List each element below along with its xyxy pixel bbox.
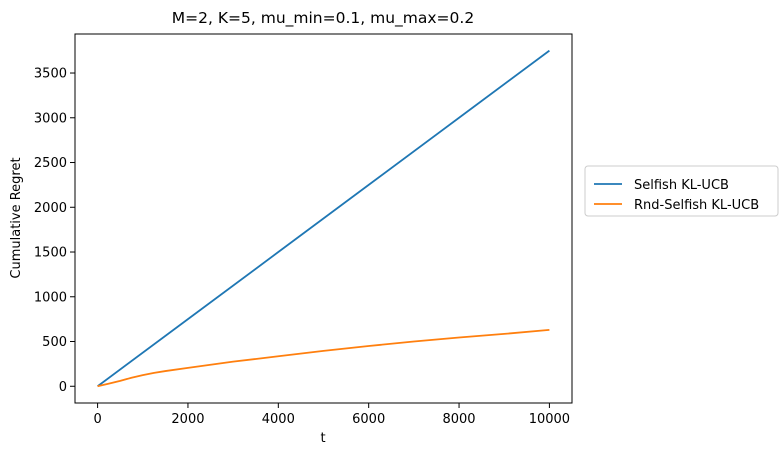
legend-label-selfish-kl-ucb: Selfish KL-UCB (634, 178, 729, 193)
x-tick-label: 4000 (262, 412, 295, 427)
y-tick-label: 3500 (34, 67, 67, 82)
y-tick-label: 500 (42, 335, 67, 350)
y-axis-ticks: 0 500 1000 1500 2000 2500 3000 3500 (34, 67, 75, 395)
legend: Selfish KL-UCB Rnd-Selfish KL-UCB (584, 165, 779, 217)
x-tick-label: 0 (93, 412, 101, 427)
y-tick-label: 2500 (34, 156, 67, 171)
x-tick-label: 2000 (171, 412, 204, 427)
plot-frame (74, 33, 573, 404)
series-line-rnd-selfish-kl-ucb (97, 328, 550, 388)
y-tick-label: 3000 (34, 111, 67, 126)
x-axis-ticks: 0 2000 4000 6000 8000 10000 (93, 403, 570, 427)
series-line-selfish-kl-ucb (97, 49, 550, 387)
y-tick-label: 2000 (34, 201, 67, 216)
x-axis-label: t (320, 431, 325, 446)
legend-box (584, 165, 779, 217)
series-layer (97, 49, 550, 388)
chart-title: M=2, K=5, mu_min=0.1, mu_max=0.2 (172, 9, 474, 28)
y-tick-label: 0 (59, 380, 67, 395)
x-tick-label: 8000 (442, 412, 475, 427)
x-tick-label: 10000 (529, 412, 570, 427)
y-tick-label: 1000 (34, 290, 67, 305)
x-tick-label: 6000 (352, 412, 385, 427)
legend-label-rnd-selfish-kl-ucb: Rnd-Selfish KL-UCB (634, 198, 759, 213)
y-axis-label: Cumulative Regret (9, 157, 24, 278)
y-tick-label: 1500 (34, 246, 67, 261)
